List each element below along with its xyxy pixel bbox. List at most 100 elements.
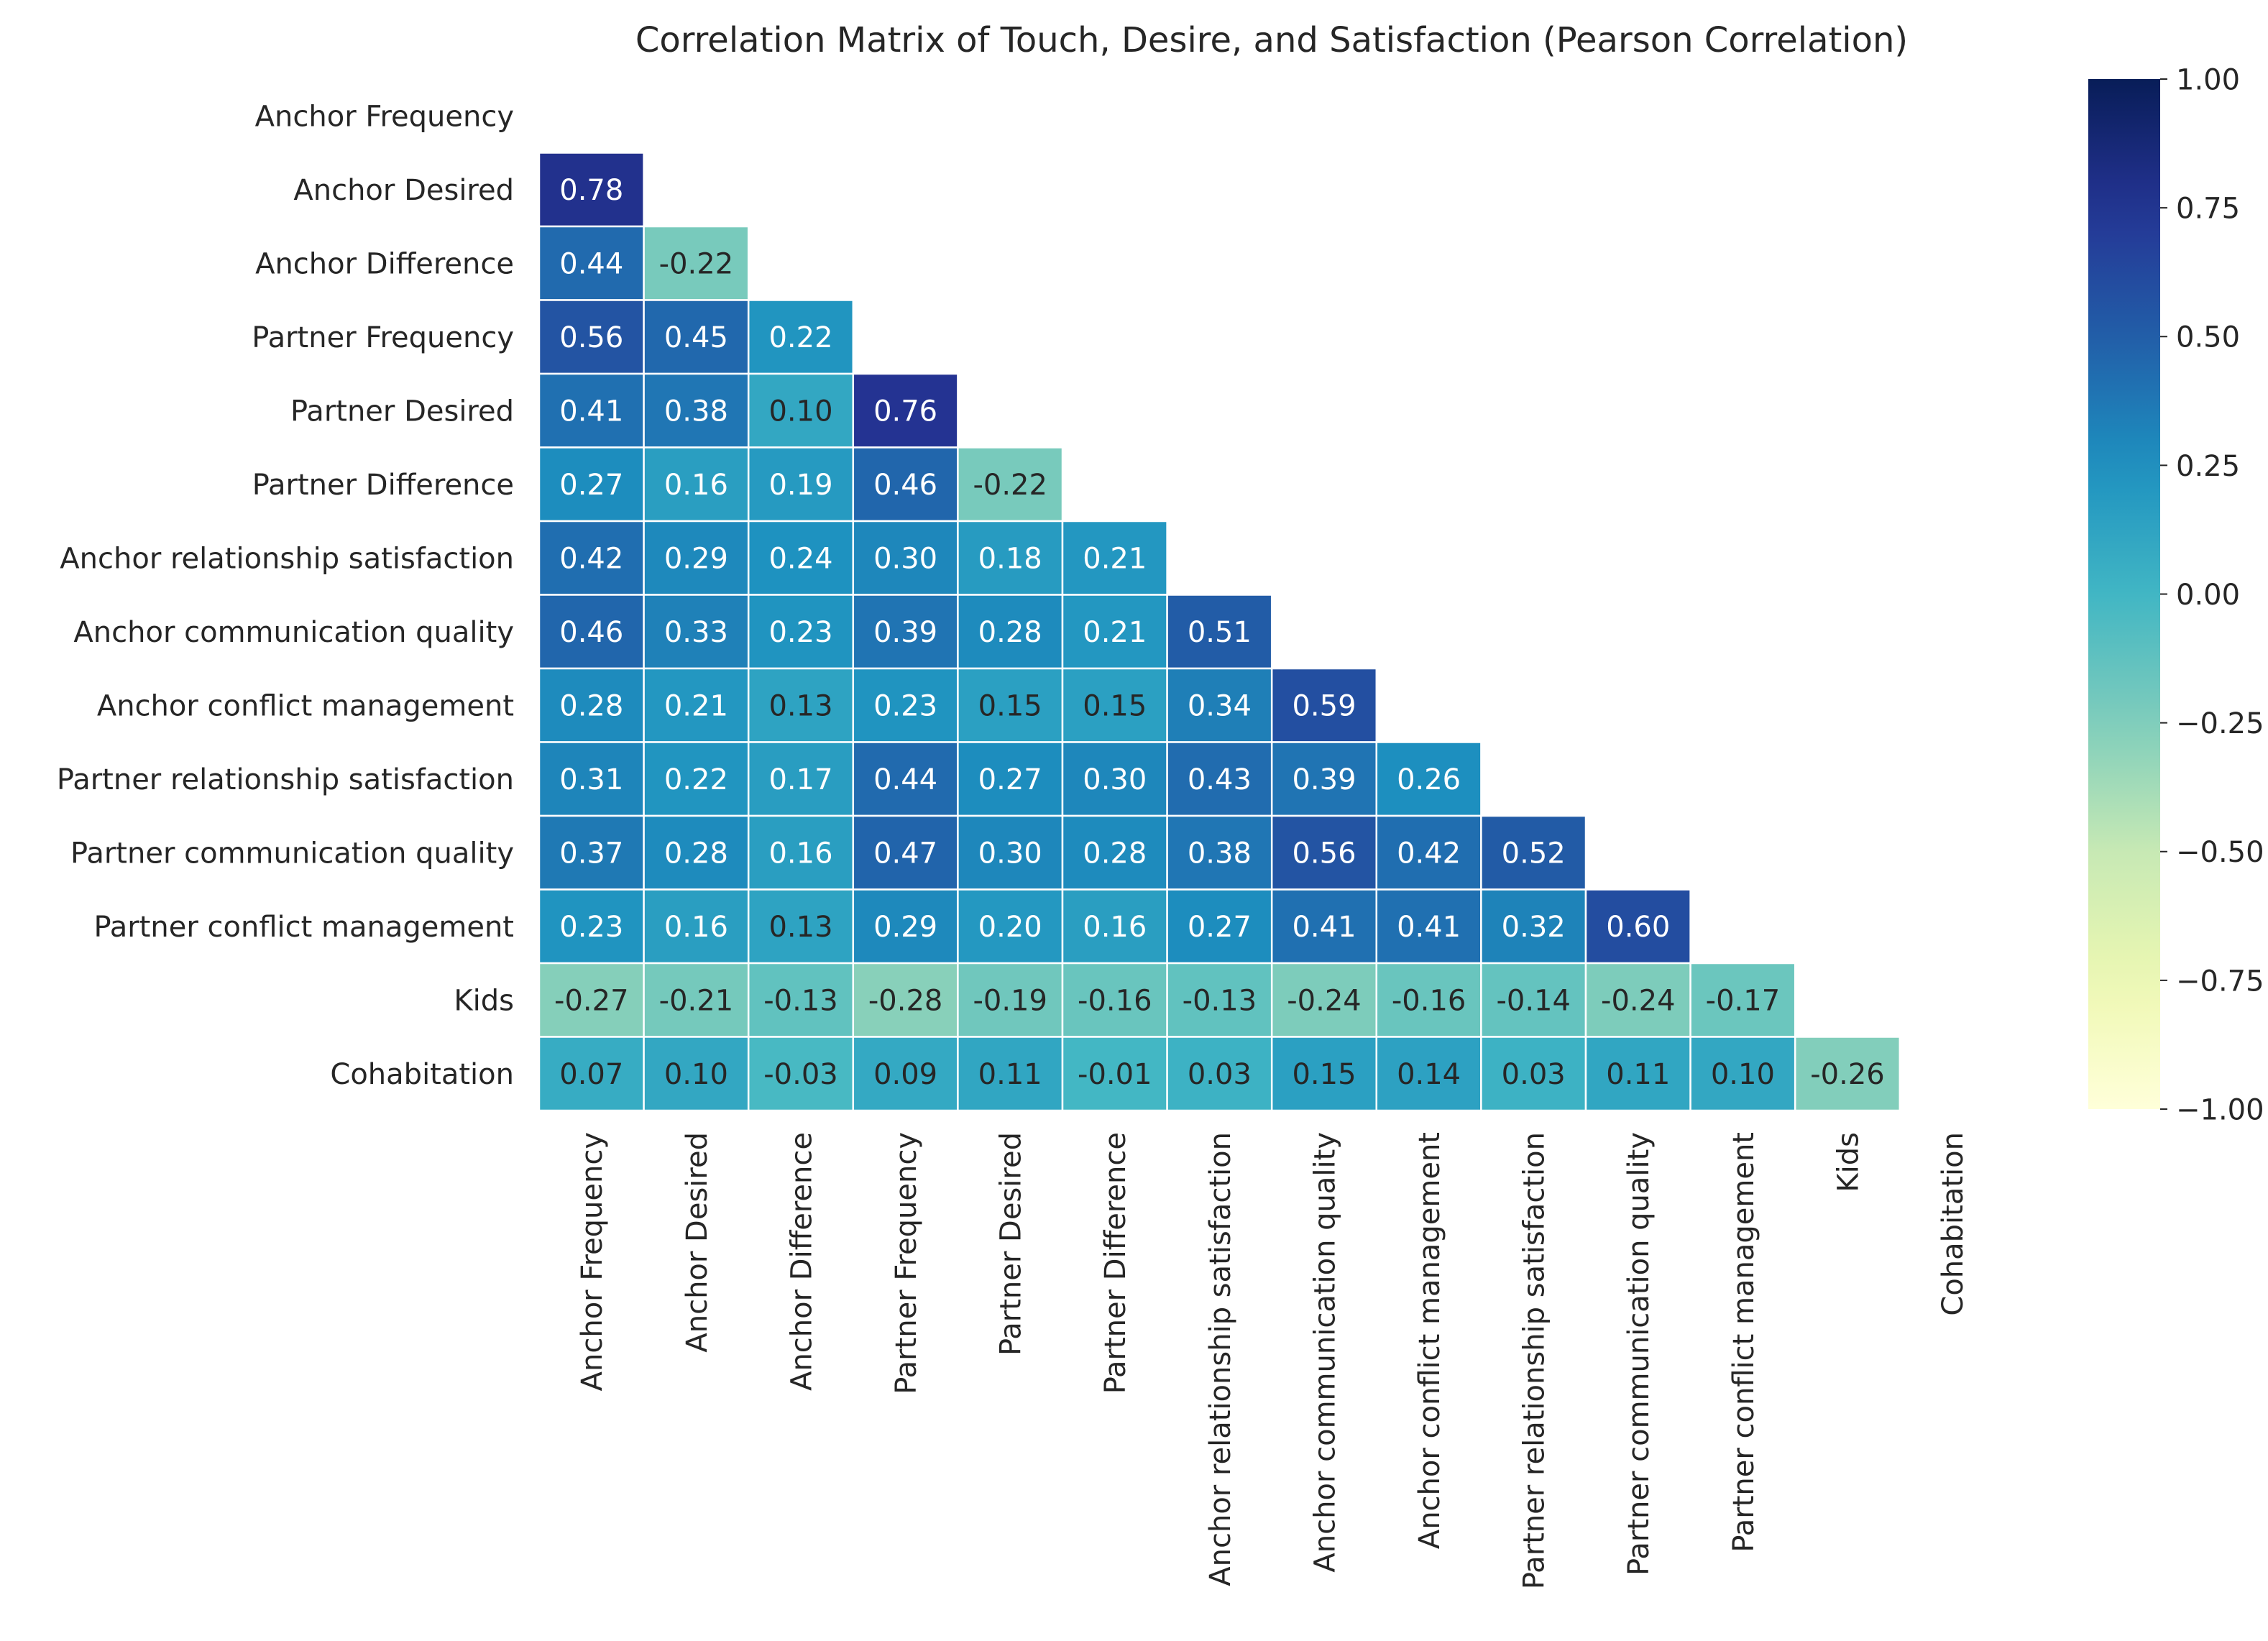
cell-value-label: 0.21 bbox=[1083, 616, 1147, 649]
y-tick-label-partner-conflict-management: Partner conflict management bbox=[93, 911, 514, 944]
cell-value-label: 0.15 bbox=[978, 690, 1042, 723]
colorbar-tick-label: −1.00 bbox=[2176, 1093, 2264, 1126]
cell-value-label: 0.03 bbox=[1188, 1058, 1252, 1091]
x-tick-label-partner-conflict-management: Partner conflict management bbox=[1727, 1132, 1760, 1553]
y-tick-label-anchor-relationship-satisfaction: Anchor relationship satisfaction bbox=[60, 543, 514, 576]
x-tick-label-anchor-conflict-management: Anchor conflict management bbox=[1413, 1132, 1446, 1549]
cell-value-label: 0.44 bbox=[873, 763, 937, 796]
cell-value-label: 0.30 bbox=[873, 543, 937, 576]
cell-value-label: 0.38 bbox=[1188, 837, 1252, 870]
cell-value-label: 0.28 bbox=[978, 616, 1042, 649]
cell-value-label: 0.78 bbox=[559, 174, 623, 207]
cell-value-label: 0.20 bbox=[978, 911, 1042, 944]
cell-value-label: 0.03 bbox=[1502, 1058, 1566, 1091]
cell-value-label: 0.16 bbox=[768, 837, 832, 870]
cell-value-label: 0.51 bbox=[1188, 616, 1252, 649]
cell-value-label: 0.30 bbox=[978, 837, 1042, 870]
cell-value-label: 0.10 bbox=[1711, 1058, 1775, 1091]
cell-value-label: -0.26 bbox=[1810, 1058, 1885, 1091]
colorbar-tick-label: 0.00 bbox=[2176, 579, 2240, 612]
cell-value-label: 0.26 bbox=[1397, 763, 1461, 796]
cell-value-label: 0.41 bbox=[1397, 911, 1461, 944]
cell-value-label: 0.46 bbox=[559, 616, 623, 649]
cell-value-label: 0.27 bbox=[1188, 911, 1252, 944]
cell-value-label: -0.19 bbox=[973, 985, 1047, 1018]
cell-value-label: -0.28 bbox=[868, 985, 943, 1018]
cell-value-label: 0.11 bbox=[1606, 1058, 1670, 1091]
cell-value-label: -0.24 bbox=[1287, 985, 1362, 1018]
cell-value-label: 0.23 bbox=[873, 690, 937, 723]
cell-value-label: 0.21 bbox=[1083, 543, 1147, 576]
cell-value-label: 0.56 bbox=[1292, 837, 1356, 870]
cell-value-label: 0.39 bbox=[1292, 763, 1356, 796]
colorbar-tick-label: 0.50 bbox=[2176, 321, 2240, 354]
colorbar-tick-label: 0.25 bbox=[2176, 450, 2240, 483]
cell-value-label: 0.34 bbox=[1188, 690, 1252, 723]
cell-value-label: 0.45 bbox=[664, 321, 728, 354]
cell-value-label: 0.16 bbox=[1083, 911, 1147, 944]
x-tick-label-partner-frequency: Partner Frequency bbox=[890, 1132, 923, 1394]
y-tick-label-partner-frequency: Partner Frequency bbox=[252, 321, 514, 354]
y-tick-label-partner-difference: Partner Difference bbox=[252, 469, 514, 502]
cell-value-label: 0.47 bbox=[873, 837, 937, 870]
y-tick-label-cohabitation: Cohabitation bbox=[330, 1058, 514, 1091]
cell-value-label: -0.24 bbox=[1601, 985, 1676, 1018]
y-tick-label-anchor-desired: Anchor Desired bbox=[293, 174, 514, 207]
cell-value-label: 0.10 bbox=[664, 1058, 728, 1091]
cell-value-label: 0.28 bbox=[559, 690, 623, 723]
cell-value-label: 0.31 bbox=[559, 763, 623, 796]
x-tick-label-kids: Kids bbox=[1832, 1132, 1865, 1192]
y-tick-label-anchor-conflict-management: Anchor conflict management bbox=[97, 690, 514, 723]
cell-value-label: 0.29 bbox=[873, 911, 937, 944]
y-tick-label-anchor-difference: Anchor Difference bbox=[255, 248, 514, 281]
x-tick-label-anchor-frequency: Anchor Frequency bbox=[576, 1132, 609, 1391]
y-tick-label-anchor-communication-quality: Anchor communication quality bbox=[73, 616, 514, 649]
cell-value-label: -0.13 bbox=[1183, 985, 1257, 1018]
cell-value-label: 0.60 bbox=[1606, 911, 1670, 944]
cell-value-label: 0.27 bbox=[978, 763, 1042, 796]
x-tick-label-partner-communication-quality: Partner communication quality bbox=[1622, 1132, 1656, 1576]
x-tick-label-anchor-difference: Anchor Difference bbox=[785, 1132, 818, 1391]
cell-value-label: 0.24 bbox=[768, 543, 832, 576]
cell-value-label: 0.23 bbox=[559, 911, 623, 944]
cell-value-label: 0.41 bbox=[559, 395, 623, 428]
cell-value-label: 0.17 bbox=[768, 763, 832, 796]
cell-value-label: 0.23 bbox=[768, 616, 832, 649]
cell-value-label: 0.19 bbox=[768, 469, 832, 502]
cell-value-label: -0.27 bbox=[554, 985, 629, 1018]
cell-value-label: 0.07 bbox=[559, 1058, 623, 1091]
cell-value-label: 0.18 bbox=[978, 543, 1042, 576]
cell-value-label: 0.21 bbox=[664, 690, 728, 723]
x-tick-label-partner-difference: Partner Difference bbox=[1099, 1132, 1132, 1394]
y-tick-label-partner-communication-quality: Partner communication quality bbox=[70, 837, 514, 870]
cell-value-label: 0.32 bbox=[1502, 911, 1566, 944]
cell-value-label: 0.43 bbox=[1188, 763, 1252, 796]
cell-value-label: 0.15 bbox=[1292, 1058, 1356, 1091]
colorbar-tick-label: 0.75 bbox=[2176, 193, 2240, 226]
cell-value-label: 0.56 bbox=[559, 321, 623, 354]
colorbar-tick-label: −0.50 bbox=[2176, 836, 2264, 869]
x-tick-label-partner-relationship-satisfaction: Partner relationship satisfaction bbox=[1518, 1132, 1551, 1589]
colorbar: 1.00 0.75 0.50 0.25 0.00 −0.25 −0.50 −0.75 −1.00 bbox=[2088, 63, 2264, 1126]
cell-value-label: 0.39 bbox=[873, 616, 937, 649]
cell-value-label: 0.13 bbox=[768, 911, 832, 944]
heatmap-cells: 0.78 0.44 -0.22 0.56 0.45 0.22 0.41 0.38 0.10 0.7… bbox=[539, 153, 1900, 1111]
cell-value-label: 0.14 bbox=[1397, 1058, 1461, 1091]
cell-value-label: 0.46 bbox=[873, 469, 937, 502]
cell-value-label: -0.22 bbox=[659, 248, 734, 281]
cell-value-label: 0.42 bbox=[559, 543, 623, 576]
colorbar-tick-label: −0.25 bbox=[2176, 707, 2264, 740]
cell-value-label: 0.30 bbox=[1083, 763, 1147, 796]
cell-value-label: 0.59 bbox=[1292, 690, 1356, 723]
cell-value-label: 0.09 bbox=[873, 1058, 937, 1091]
chart-title: Correlation Matrix of Touch, Desire, and… bbox=[635, 20, 1908, 60]
cell-value-label: 0.15 bbox=[1083, 690, 1147, 723]
cell-value-label: 0.22 bbox=[768, 321, 832, 354]
cell-value-label: 0.16 bbox=[664, 911, 728, 944]
cell-value-label: -0.16 bbox=[1078, 985, 1152, 1018]
cell-value-label: 0.11 bbox=[978, 1058, 1042, 1091]
cell-value-label: 0.38 bbox=[664, 395, 728, 428]
cell-value-label: 0.13 bbox=[768, 690, 832, 723]
